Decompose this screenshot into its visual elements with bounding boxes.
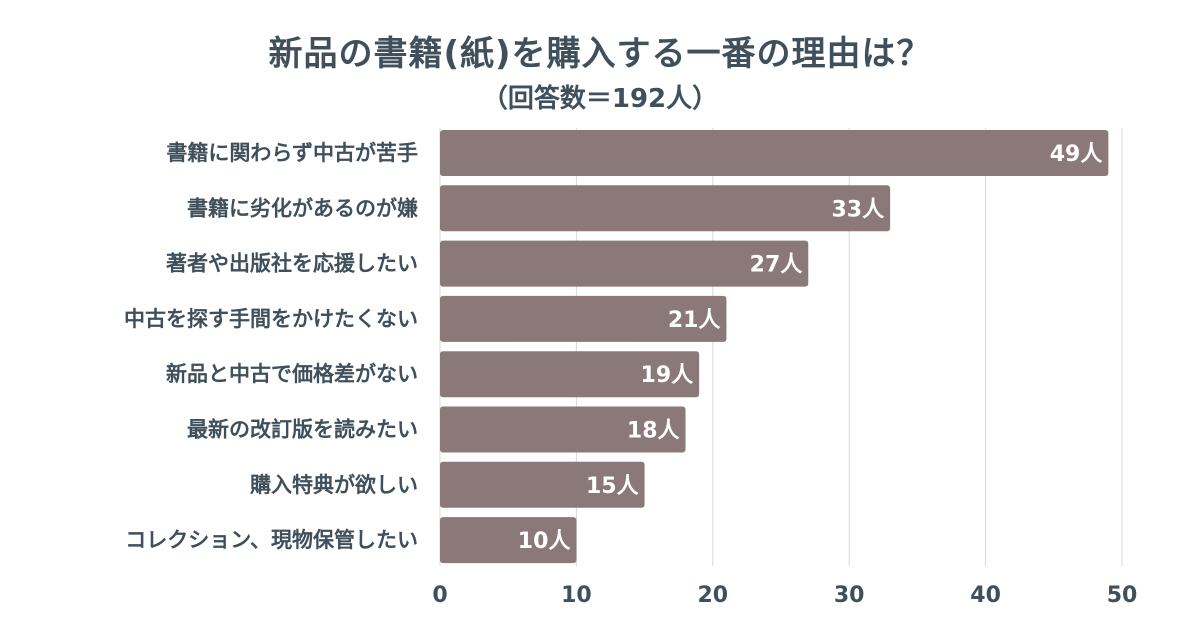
chart-title: 新品の書籍(紙)を購入する一番の理由は？ xyxy=(268,34,932,74)
bar-3 xyxy=(440,295,727,342)
bar-4 xyxy=(440,351,700,398)
data-label-5: 18人 xyxy=(627,419,680,444)
data-label-1: 33人 xyxy=(831,197,884,222)
category-label-7: コレクション、現物保管したい xyxy=(125,528,418,552)
x-tick-label-3: 30 xyxy=(834,583,865,608)
category-label-1: 書籍に劣化があるのが嫌 xyxy=(187,196,418,220)
x-tick-label-0: 0 xyxy=(432,583,447,608)
category-label-2: 著者や出版社を応援したい xyxy=(166,252,418,276)
category-label-4: 新品と中古で価格差がない xyxy=(166,362,418,386)
x-tick-label-2: 20 xyxy=(697,583,728,608)
chart-subtitle: （回答数＝192人） xyxy=(481,84,719,114)
category-label-6: 購入特典が欲しい xyxy=(249,473,418,497)
data-label-6: 15人 xyxy=(586,474,639,499)
bar-1 xyxy=(440,185,891,232)
category-label-0: 書籍に関わらず中古が苦手 xyxy=(166,141,418,165)
x-tick-label-1: 10 xyxy=(561,583,592,608)
data-label-0: 49人 xyxy=(1050,142,1103,167)
x-tick-label-5: 50 xyxy=(1107,583,1138,608)
data-label-4: 19人 xyxy=(641,363,694,388)
bar-2 xyxy=(440,240,809,287)
data-label-7: 10人 xyxy=(518,529,571,554)
bar-0 xyxy=(440,130,1109,176)
bar-5 xyxy=(440,406,686,453)
data-label-2: 27人 xyxy=(750,253,803,278)
data-label-3: 21人 xyxy=(668,308,721,333)
category-label-3: 中古を探す手間をかけたくない xyxy=(124,307,418,331)
bar-6 xyxy=(440,461,645,508)
category-label-5: 最新の改訂版を読みたい xyxy=(187,418,418,442)
x-tick-label-4: 40 xyxy=(970,583,1001,608)
bar-7 xyxy=(440,517,577,564)
